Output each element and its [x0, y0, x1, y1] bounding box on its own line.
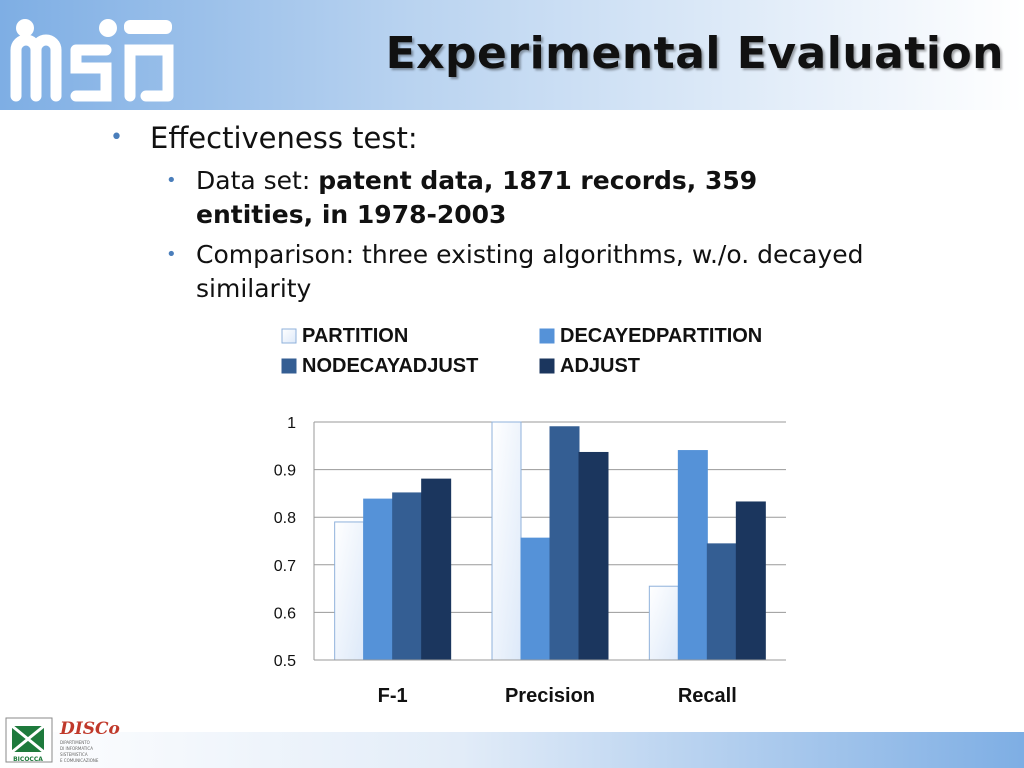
y-tick-label: 0.5 [274, 653, 296, 670]
msi-logo [10, 19, 174, 102]
bullet-data-set-label: Data set: [196, 166, 319, 195]
y-tick-label: 1 [287, 415, 296, 432]
svg-text:E COMUNICAZIONE: E COMUNICAZIONE [60, 758, 99, 763]
svg-text:DISCo: DISCo [59, 719, 120, 739]
y-tick-label: 0.7 [274, 558, 296, 575]
svg-text:SISTEMISTICA: SISTEMISTICA [60, 752, 88, 757]
x-tick-label: Precision [505, 685, 595, 707]
footer-bar [0, 732, 1024, 768]
page-title: Experimental Evaluation [385, 28, 1004, 79]
bar-partition [648, 585, 679, 661]
y-tick-label: 0.9 [274, 463, 296, 480]
disco-logo: DISCo DIPARTIMENTO DI INFORMATICA SISTEM… [59, 719, 120, 763]
y-tick-label: 0.6 [274, 605, 296, 622]
bar-adjust [735, 501, 766, 661]
svg-text:DIPARTIMENTO: DIPARTIMENTO [60, 740, 90, 745]
bullet-comparison: • Comparison: three existing algorithms,… [110, 238, 870, 306]
svg-text:BICOCCA: BICOCCA [13, 756, 43, 763]
legend-swatch [281, 328, 297, 344]
bar-partition [334, 521, 365, 661]
bar-nodecayadjust [392, 492, 423, 661]
bullet-main-text: Effectiveness test: [150, 121, 418, 155]
legend-swatch [539, 328, 555, 344]
bar-nodecayadjust [706, 543, 737, 661]
y-tick-label: 0.8 [274, 510, 296, 527]
bar-nodecayadjust [549, 426, 580, 661]
bullet-list: • Effectiveness test: • Data set: patent… [110, 118, 870, 306]
bar-chart: 0.5 0.6 0.7 0.8 0.9 1 F-1 Precision Recall PARTIT… [274, 325, 786, 707]
header-bar: Experimental Evaluation [0, 0, 1024, 110]
legend-swatch [281, 358, 297, 374]
bullet-data-set-value: patent data, 1871 records, 359 entities,… [196, 166, 758, 229]
bar-decayedpartition [520, 537, 551, 661]
bullet-effectiveness: • Effectiveness test: [110, 118, 870, 158]
legend-label: PARTITION [302, 325, 408, 347]
bar-adjust [578, 451, 609, 661]
x-tick-label: F-1 [378, 685, 408, 707]
x-tick-label: Recall [678, 685, 737, 707]
legend-label: DECAYEDPARTITION [560, 325, 762, 347]
bar-decayedpartition [363, 498, 394, 661]
bar-adjust [421, 478, 452, 661]
bullet-dot-icon: • [110, 125, 123, 150]
university-logo: BICOCCA [5, 717, 53, 763]
bullet-comparison-text: Comparison: three existing algorithms, w… [196, 240, 864, 303]
bar-decayedpartition [677, 450, 708, 661]
footer-logos: BICOCCA DISCo DIPARTIMENTO DI INFORMATIC… [5, 717, 120, 763]
legend-label: ADJUST [560, 355, 640, 377]
bullet-data-set: • Data set: patent data, 1871 records, 3… [110, 164, 870, 232]
bullet-dot-icon: • [166, 170, 177, 191]
bar-partition [491, 421, 522, 661]
svg-text:DI INFORMATICA: DI INFORMATICA [60, 746, 93, 751]
legend-swatch [539, 358, 555, 374]
legend-label: NODECAYADJUST [302, 355, 478, 377]
bullet-dot-icon: • [166, 244, 177, 265]
